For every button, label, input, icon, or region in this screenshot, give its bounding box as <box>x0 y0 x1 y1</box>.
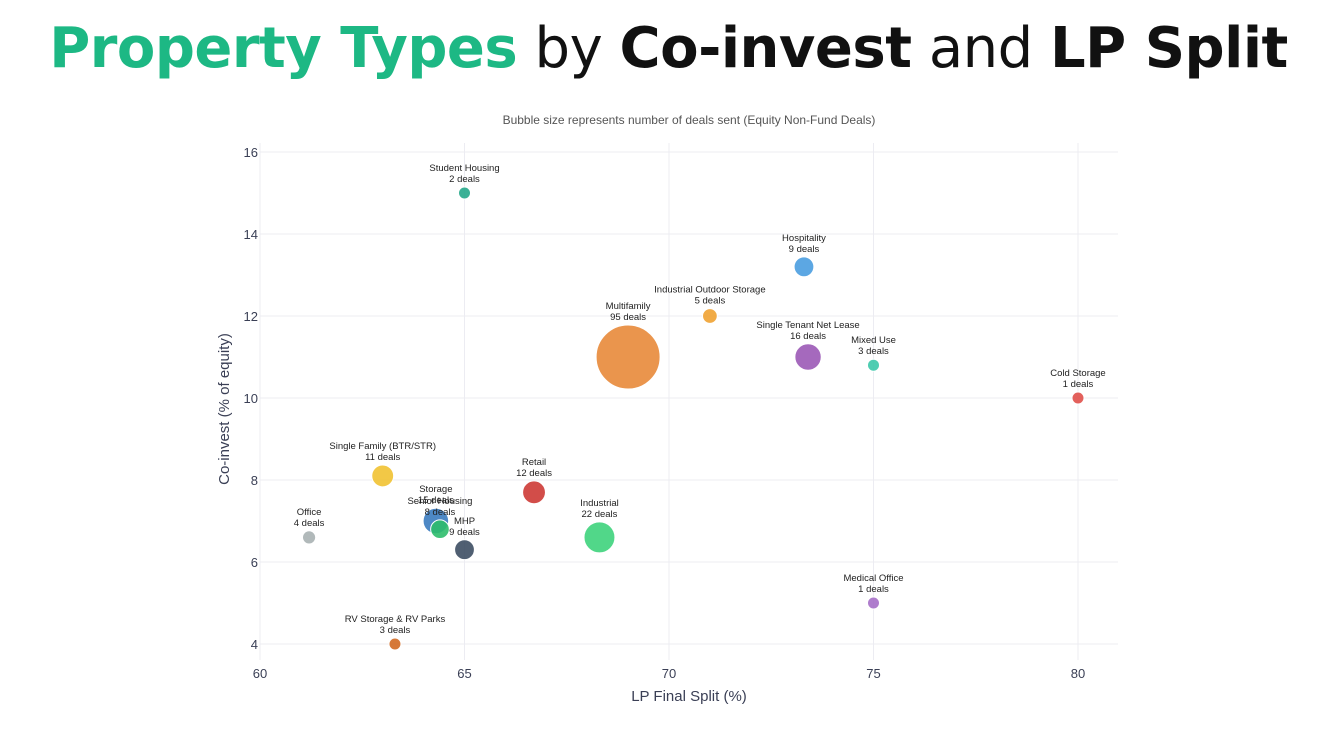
y-tick-label: 14 <box>244 227 258 242</box>
bubble-label-name: RV Storage & RV Parks <box>345 614 446 625</box>
bubble-retail[interactable] <box>522 480 546 505</box>
x-tick-label: 65 <box>457 666 471 681</box>
bubble-mixed-use[interactable] <box>867 358 880 372</box>
bubble-label-deals: 5 deals <box>695 296 726 307</box>
bubble-rv-storage-rv-parks[interactable] <box>388 637 402 651</box>
y-axis-ticks: 4 6 8 10 12 14 16 <box>244 145 258 652</box>
bubble-label-deals: 11 deals <box>365 452 400 463</box>
bubble-mhp[interactable] <box>454 539 475 561</box>
title-and: and <box>928 16 1033 81</box>
x-tick-label: 75 <box>866 666 880 681</box>
bubble-label-deals: 9 deals <box>449 527 480 538</box>
bubble-label-name: Student Housing <box>429 163 499 174</box>
bubble-label-name: Industrial Outdoor Storage <box>654 285 765 296</box>
bubble-label-name: Industrial <box>580 498 619 509</box>
title-lp-split: LP Split <box>1050 16 1288 81</box>
bubble-cold-storage[interactable] <box>1071 391 1085 405</box>
bubble-label-deals: 1 deals <box>858 584 889 595</box>
bubble-label-deals: 8 deals <box>425 507 456 518</box>
page-title: Property Types by Co-invest and LP Split <box>0 14 1337 84</box>
y-axis-label: Co-invest (% of equity) <box>216 333 233 485</box>
bubble-label-name: Single Tenant Net Lease <box>756 320 859 331</box>
bubbles <box>301 186 1085 651</box>
bubble-label-deals: 16 deals <box>790 331 826 342</box>
bubble-student-housing[interactable] <box>458 186 471 200</box>
title-by: by <box>534 16 603 81</box>
y-tick-label: 10 <box>244 391 258 406</box>
bubble-label-name: Mixed Use <box>851 335 896 346</box>
bubble-label-name: MHP <box>454 516 475 527</box>
bubble-label-deals: 12 deals <box>516 468 552 479</box>
bubble-label-name: Medical Office <box>843 573 903 584</box>
title-property-types: Property Types <box>49 16 518 81</box>
bubble-label-name: Hospitality <box>782 233 826 244</box>
bubble-label-deals: 22 deals <box>582 509 618 520</box>
bubble-label-deals: 15 deals <box>418 495 454 506</box>
bubble-label-name: Office <box>297 507 322 518</box>
bubble-label-name: Cold Storage <box>1050 368 1105 379</box>
y-tick-label: 6 <box>251 555 258 570</box>
bubble-industrial-outdoor-storage[interactable] <box>702 308 718 324</box>
bubble-senior-housing[interactable] <box>430 519 450 540</box>
bubble-label-deals: 4 deals <box>294 518 325 529</box>
y-tick-label: 8 <box>251 473 258 488</box>
bubble-label-deals: 2 deals <box>449 174 480 185</box>
bubble-label-deals: 1 deals <box>1063 379 1094 390</box>
bubble-industrial[interactable] <box>583 521 616 554</box>
x-tick-label: 70 <box>662 666 676 681</box>
bubble-label-deals: 3 deals <box>858 346 889 357</box>
y-tick-label: 16 <box>244 145 258 160</box>
bubble-hospitality[interactable] <box>793 256 815 278</box>
bubble-office[interactable] <box>301 530 317 545</box>
chart-subtitle: Bubble size represents number of deals s… <box>503 113 876 127</box>
bubble-label-name: Single Family (BTR/STR) <box>329 441 436 452</box>
x-axis-label: LP Final Split (%) <box>631 688 747 705</box>
bubble-label-name: Storage <box>419 484 452 495</box>
bubble-medical-office[interactable] <box>867 596 880 610</box>
bubble-label-deals: 95 deals <box>610 312 646 323</box>
grid <box>259 143 1118 660</box>
x-tick-label: 60 <box>253 666 267 681</box>
bubble-label-name: Retail <box>522 457 546 468</box>
bubble-label-name: Multifamily <box>606 301 651 312</box>
y-tick-label: 12 <box>244 309 258 324</box>
bubble-label-deals: 3 deals <box>380 625 411 636</box>
title-co-invest: Co-invest <box>619 16 912 81</box>
x-axis-ticks: 60 65 70 75 80 <box>253 666 1085 681</box>
bubble-single-tenant-net-lease[interactable] <box>794 343 822 371</box>
bubble-label-deals: 9 deals <box>789 244 820 255</box>
x-tick-label: 80 <box>1071 666 1085 681</box>
bubble-multifamily[interactable] <box>595 324 661 390</box>
bubble-label-name: Senior Housing <box>407 496 472 507</box>
y-tick-label: 4 <box>251 637 258 652</box>
bubble-single-family-btr-str[interactable] <box>371 464 395 488</box>
